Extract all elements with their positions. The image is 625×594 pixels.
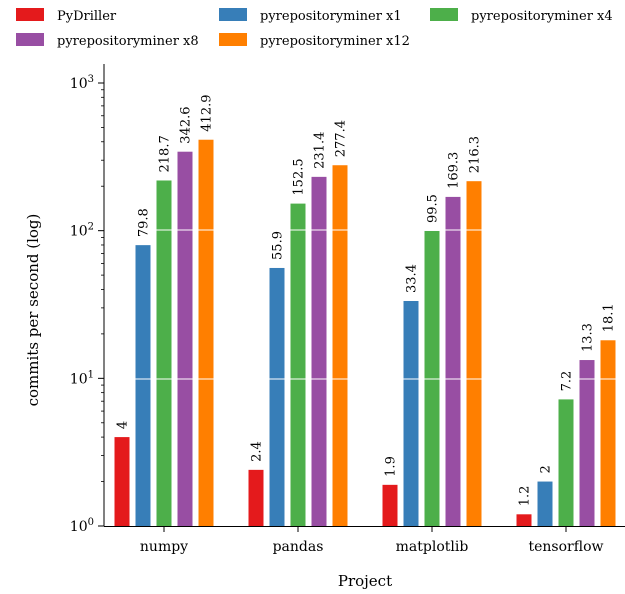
data-label-pandas-0: 2.4	[250, 441, 265, 462]
x-tick-label-0: numpy	[140, 539, 188, 555]
bar-pandas-1	[269, 267, 285, 526]
data-label-tensorflow-4: 18.1	[602, 303, 617, 332]
bar-pandas-4	[332, 165, 348, 526]
bar-pandas-0	[248, 469, 264, 526]
y-ticks: 100 101 102 103	[70, 74, 104, 535]
legend-swatch-0	[16, 8, 44, 21]
bar-matplotlib-4	[466, 181, 482, 526]
data-label-matplotlib-0: 1.9	[384, 456, 399, 477]
data-label-pandas-1: 55.9	[271, 231, 286, 260]
bar-numpy-4	[198, 139, 214, 526]
legend-label-1: pyrepositoryminer x1	[260, 9, 402, 24]
bar-numpy-2	[156, 180, 172, 526]
data-label-matplotlib-4: 216.3	[468, 136, 483, 173]
legend-label-4: pyrepositoryminer x12	[260, 34, 410, 49]
data-label-numpy-1: 79.8	[137, 208, 152, 237]
y-axis-title: commits per second (log)	[24, 214, 42, 407]
x-tick-label-1: pandas	[273, 539, 324, 555]
bar-matplotlib-2	[424, 230, 440, 526]
bar-pandas-2	[290, 203, 306, 526]
data-label-tensorflow-0: 1.2	[518, 486, 533, 507]
legend-label-2: pyrepositoryminer x4	[471, 9, 613, 24]
legend-label-0: PyDriller	[57, 9, 117, 24]
data-labels: 4 79.8 218.7 342.6 412.9 2.4 55.9 152.5 231.4 277…	[116, 95, 617, 507]
legend: PyDriller pyrepositoryminer x1 pyrepositor…	[16, 8, 613, 49]
data-label-pandas-2: 152.5	[292, 158, 307, 195]
bar-matplotlib-0	[382, 484, 398, 526]
data-label-matplotlib-3: 169.3	[447, 152, 462, 189]
legend-swatch-1	[219, 8, 247, 21]
bar-tensorflow-4	[600, 340, 616, 526]
y-tick-label-0: 100	[70, 517, 94, 535]
x-tick-label-2: matplotlib	[396, 539, 469, 555]
bar-numpy-1	[135, 245, 151, 526]
bar-matplotlib-3	[445, 196, 461, 526]
data-label-numpy-0: 4	[116, 421, 131, 429]
y-tick-label-1: 101	[70, 369, 94, 387]
legend-swatch-3	[16, 33, 44, 46]
data-label-tensorflow-3: 13.3	[581, 323, 596, 352]
bar-pandas-3	[311, 176, 327, 526]
x-ticks: numpy pandas matplotlib tensorflow	[140, 526, 604, 555]
x-axis-title: Project	[338, 572, 392, 590]
bar-numpy-3	[177, 151, 193, 526]
data-label-tensorflow-2: 7.2	[560, 371, 575, 392]
x-tick-label-3: tensorflow	[529, 539, 604, 555]
axes	[103, 64, 625, 527]
legend-swatch-2	[430, 8, 458, 21]
legend-label-3: pyrepositoryminer x8	[57, 34, 199, 49]
legend-swatch-4	[219, 33, 247, 46]
data-label-numpy-3: 342.6	[179, 106, 194, 143]
bar-matplotlib-1	[403, 300, 419, 526]
data-label-tensorflow-1: 2	[539, 465, 554, 473]
data-label-matplotlib-2: 99.5	[426, 194, 441, 223]
data-label-matplotlib-1: 33.4	[405, 264, 420, 293]
data-label-numpy-2: 218.7	[158, 135, 173, 172]
bar-tensorflow-1	[537, 481, 553, 526]
bars	[114, 139, 616, 526]
data-label-numpy-4: 412.9	[200, 95, 215, 132]
y-tick-label-2: 102	[70, 222, 94, 240]
bar-tensorflow-2	[558, 399, 574, 526]
y-tick-label-3: 103	[70, 74, 94, 92]
data-label-pandas-4: 277.4	[334, 120, 349, 157]
bar-tensorflow-3	[579, 360, 595, 526]
bar-numpy-0	[114, 437, 130, 526]
data-label-pandas-3: 231.4	[313, 132, 328, 169]
gridlines	[104, 82, 625, 380]
bar-tensorflow-0	[516, 514, 532, 526]
